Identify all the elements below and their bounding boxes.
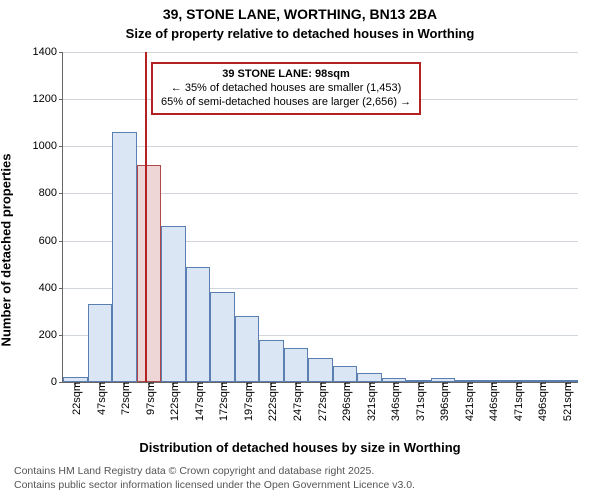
x-tick-label: 421sqm (460, 382, 476, 421)
annotation-line-3: 65% of semi-detached houses are larger (… (161, 96, 411, 110)
histogram-bar (308, 358, 333, 382)
x-axis-label: Distribution of detached houses by size … (0, 440, 600, 455)
histogram-bar (235, 316, 260, 382)
footer-line-1: Contains HM Land Registry data © Crown c… (14, 465, 374, 477)
x-tick-label: 97sqm (141, 382, 157, 415)
x-tick-label: 272sqm (313, 382, 329, 421)
histogram-bar (259, 340, 284, 382)
annotation-line-2: ← 35% of detached houses are smaller (1,… (161, 82, 411, 96)
x-tick-label: 197sqm (239, 382, 255, 421)
histogram-bar (284, 348, 309, 382)
x-tick-label: 147sqm (190, 382, 206, 421)
footer-line-2: Contains public sector information licen… (14, 479, 415, 491)
plot-area: 020040060080010001200140022sqm47sqm72sqm… (62, 52, 578, 383)
x-tick-label: 47sqm (92, 382, 108, 415)
y-tick-label: 1400 (33, 46, 63, 58)
histogram-bar (357, 373, 382, 382)
x-tick-label: 521sqm (558, 382, 574, 421)
histogram-bar (88, 304, 113, 382)
histogram-bar (186, 267, 211, 383)
gridline (63, 52, 578, 53)
histogram-bar (210, 292, 235, 382)
x-tick-label: 247sqm (288, 382, 304, 421)
histogram-bar (333, 366, 358, 383)
x-tick-label: 471sqm (509, 382, 525, 421)
annotation-line-1: 39 STONE LANE: 98sqm (161, 68, 411, 82)
y-tick-label: 200 (39, 329, 63, 341)
y-tick-label: 400 (39, 282, 63, 294)
histogram-bar (112, 132, 137, 382)
x-tick-label: 346sqm (386, 382, 402, 421)
histogram-bar (161, 226, 186, 382)
gridline (63, 146, 578, 147)
chart-title-sub: Size of property relative to detached ho… (0, 26, 600, 41)
x-tick-label: 321sqm (362, 382, 378, 421)
x-tick-label: 396sqm (435, 382, 451, 421)
y-axis-label: Number of detached properties (0, 154, 14, 347)
y-tick-label: 1000 (33, 140, 63, 152)
annotation-box: 39 STONE LANE: 98sqm← 35% of detached ho… (151, 62, 421, 115)
chart-title-main: 39, STONE LANE, WORTHING, BN13 2BA (0, 6, 600, 22)
x-tick-label: 172sqm (214, 382, 230, 421)
y-tick-label: 800 (39, 187, 63, 199)
x-tick-label: 446sqm (484, 382, 500, 421)
x-tick-label: 496sqm (533, 382, 549, 421)
property-marker-line (145, 52, 147, 382)
x-tick-label: 122sqm (165, 382, 181, 421)
x-tick-label: 72sqm (116, 382, 132, 415)
y-tick-label: 600 (39, 235, 63, 247)
x-tick-label: 371sqm (411, 382, 427, 421)
x-tick-label: 222sqm (263, 382, 279, 421)
chart-container: 39, STONE LANE, WORTHING, BN13 2BA Size … (0, 0, 600, 500)
x-tick-label: 22sqm (67, 382, 83, 415)
y-tick-label: 0 (51, 376, 63, 388)
y-tick-label: 1200 (33, 93, 63, 105)
histogram-bar (137, 165, 162, 382)
x-tick-label: 296sqm (337, 382, 353, 421)
